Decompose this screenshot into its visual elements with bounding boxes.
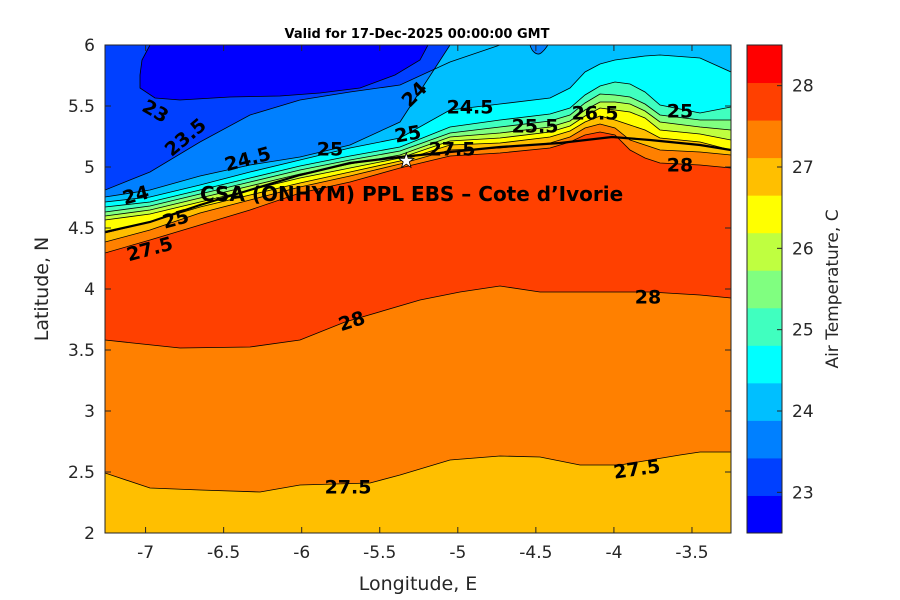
y-tick-label: 4.5 xyxy=(68,219,95,239)
contour-line-25.5 xyxy=(105,93,731,213)
y-axis-label: Latitude, N xyxy=(31,237,53,342)
colorbar-swatch xyxy=(747,82,782,121)
colorbar-tick-label: 23 xyxy=(792,483,814,503)
contour-label: 26.5 xyxy=(572,103,619,125)
y-tick-label: 5.5 xyxy=(68,97,95,117)
contour-label: 25 xyxy=(317,139,343,161)
colorbar-label: Air Temperature, C xyxy=(823,209,843,368)
x-tick-label: -5 xyxy=(449,543,466,563)
colorbar-tick-label: 26 xyxy=(792,239,814,259)
x-axis: -7 -6.5 -6 -5.5 -5 -4.5 -4 -3.5 xyxy=(137,45,709,563)
y-tick-label: 6 xyxy=(84,36,95,56)
colorbar-swatch xyxy=(747,270,782,309)
contour-label: 25 xyxy=(667,101,693,123)
x-tick-label: -4 xyxy=(605,543,622,563)
y-axis: 2 2.5 3 3.5 4 4.5 5 5.5 6 xyxy=(68,36,731,544)
colorbar-frame xyxy=(746,44,783,534)
colorbar-swatch xyxy=(747,420,782,459)
x-tick-label: -4.5 xyxy=(519,543,552,563)
y-tick-label: 5 xyxy=(84,158,95,178)
colorbar-tick-label: 25 xyxy=(792,321,814,341)
station-label: CSA (ONHYM) PPL EBS – Cote d’Ivorie xyxy=(200,182,623,206)
station-star-icon xyxy=(397,151,416,169)
contour-label: 24.5 xyxy=(447,97,494,119)
contour-lines xyxy=(105,45,731,493)
contour-line-27 xyxy=(105,115,731,234)
contour-label: 27.5 xyxy=(429,139,476,161)
colorbar: 23 24 25 26 27 28 xyxy=(746,44,814,534)
band-23.5-24 xyxy=(529,45,549,55)
colorbar-tick-label: 24 xyxy=(792,402,814,422)
colorbar-swatch xyxy=(747,495,782,534)
colorbar-swatch xyxy=(747,45,782,84)
colorbar-swatch xyxy=(747,195,782,234)
x-tick-label: -3.5 xyxy=(675,543,708,563)
y-tick-label: 4 xyxy=(84,280,95,300)
x-tick-label: -6 xyxy=(293,543,310,563)
band-28 xyxy=(105,132,731,348)
colorbar-tick-label: 27 xyxy=(792,158,814,178)
band-below-23 xyxy=(139,45,429,101)
y-tick-label: 2.5 xyxy=(68,463,95,483)
coastline xyxy=(105,135,731,234)
contour-line-24 xyxy=(105,45,731,198)
colorbar-swatch xyxy=(747,120,782,159)
contour-label: 28 xyxy=(635,287,661,309)
contour-line-28 xyxy=(105,131,731,254)
contour-label: 27.5 xyxy=(325,477,372,499)
colorbar-tick-label: 28 xyxy=(792,77,814,97)
y-tick-label: 3 xyxy=(84,402,95,422)
contour-label: 25 xyxy=(393,121,423,147)
y-tick-label: 2 xyxy=(84,524,95,544)
chart-title: Valid for 17-Dec-2025 00:00:00 GMT xyxy=(285,27,550,42)
contour-line-28 xyxy=(105,285,731,349)
x-axis-label: Longitude, E xyxy=(359,573,478,595)
x-tick-label: -6.5 xyxy=(207,543,240,563)
x-tick-label: -5.5 xyxy=(363,543,396,563)
contour-label: 25.5 xyxy=(512,116,559,138)
colorbar-swatch xyxy=(747,457,782,496)
contour-line-24.5 xyxy=(105,54,731,203)
y-tick-label: 3.5 xyxy=(68,341,95,361)
contour-fills xyxy=(105,45,731,533)
contour-line-26 xyxy=(105,101,731,217)
contour-line-25 xyxy=(105,81,731,208)
contour-label: 28 xyxy=(667,155,693,177)
colorbar-swatch xyxy=(747,345,782,384)
x-tick-label: -7 xyxy=(137,543,154,563)
contour-line-27.5 xyxy=(105,451,731,493)
colorbar-swatch xyxy=(747,232,782,271)
colorbar-swatch xyxy=(747,307,782,346)
colorbar-swatch xyxy=(747,157,782,196)
colorbar-swatch xyxy=(747,382,782,421)
contour-line-23.5 xyxy=(105,45,731,191)
